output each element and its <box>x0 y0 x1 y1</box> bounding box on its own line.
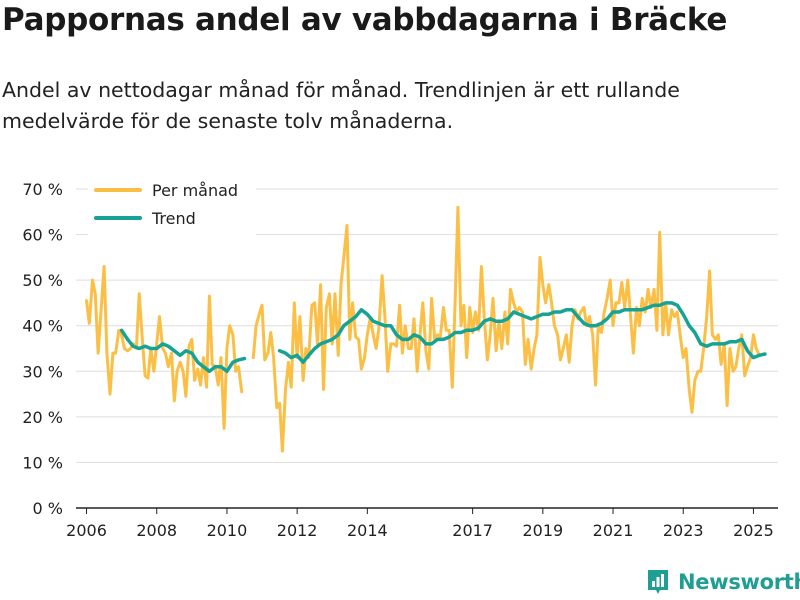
series-line-trend <box>119 328 247 374</box>
brand-name: Newsworthy <box>678 570 800 594</box>
bar-chart-icon <box>648 570 668 594</box>
x-tick-label: 2017 <box>452 521 493 540</box>
chart-series <box>85 205 767 453</box>
legend: Per månad Trend <box>88 178 256 236</box>
series-line-monthly <box>251 205 761 453</box>
legend-label-per-manad: Per månad <box>152 181 238 200</box>
y-tick-label: 40 % <box>22 317 63 336</box>
x-tick-label: 2006 <box>66 521 107 540</box>
y-tick-label: 50 % <box>22 271 63 290</box>
legend-background <box>88 178 256 236</box>
axes: 0 % 10 % 20 % 30 % 40 % 50 % 60 % 70 % 2006 2008 2… <box>22 180 778 540</box>
y-tick-label: 20 % <box>22 408 63 427</box>
x-tick-label: 2019 <box>522 521 563 540</box>
x-tick-label: 2014 <box>347 521 388 540</box>
x-tick-label: 2021 <box>593 521 634 540</box>
y-tick-label: 60 % <box>22 226 63 245</box>
page-subtitle: Andel av nettodagar månad för månad. Tre… <box>2 78 680 133</box>
series-line-monthly <box>85 265 244 430</box>
y-tick-label: 10 % <box>22 453 63 472</box>
x-tick-label: 2023 <box>663 521 704 540</box>
page-title: Pappornas andel av vabbdagarna i Bräcke <box>2 2 728 38</box>
legend-label-trend: Trend <box>151 209 196 228</box>
x-tick-label: 2012 <box>277 521 318 540</box>
x-tick-label: 2008 <box>136 521 177 540</box>
series-line-trend <box>277 301 767 364</box>
y-tick-label: 70 % <box>22 180 63 199</box>
x-tick-label: 2010 <box>207 521 248 540</box>
x-tick-label: 2025 <box>733 521 774 540</box>
y-tick-label: 0 % <box>33 499 63 518</box>
brand-logo: Newsworthy <box>646 568 800 596</box>
y-tick-label: 30 % <box>22 362 63 381</box>
